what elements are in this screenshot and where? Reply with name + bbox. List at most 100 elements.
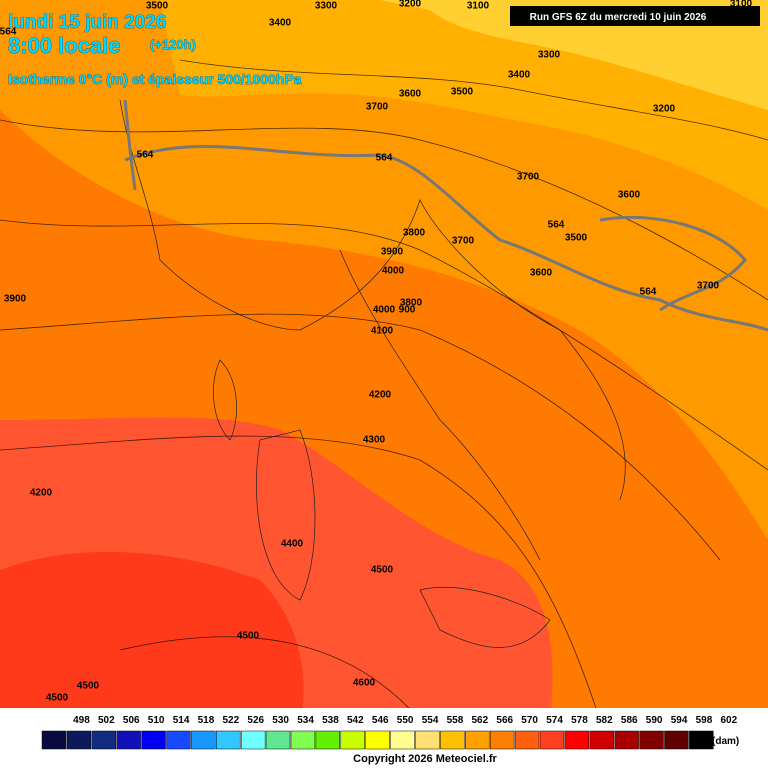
zone — [0, 0, 768, 540]
contour-label: 4300 — [363, 435, 386, 446]
legend-label: 498 — [73, 715, 90, 726]
contour-label: 900 — [399, 305, 416, 316]
contour-label: 3100 — [467, 1, 490, 12]
contours — [0, 59, 768, 721]
contour-label: 4600 — [353, 678, 376, 689]
contour-label: 3700 — [697, 281, 720, 292]
legend-swatch — [514, 730, 540, 750]
legend-label: 506 — [123, 715, 140, 726]
forecast-time: 8:00 locale — [8, 33, 121, 58]
contour-label: 4500 — [46, 693, 69, 704]
legend-label: 530 — [272, 715, 289, 726]
contour-label: 4200 — [30, 488, 53, 499]
contour-label: 3700 — [517, 172, 540, 183]
legend-swatch — [564, 730, 590, 750]
contour-label: 564 — [137, 150, 154, 161]
legend-label: 534 — [297, 715, 314, 726]
legend-label: 582 — [596, 715, 613, 726]
legend-swatch — [440, 730, 465, 750]
legend-label: 602 — [721, 715, 738, 726]
borders — [119, 99, 626, 648]
contour-label: 3400 — [269, 18, 292, 29]
contour-label: 4500 — [371, 565, 394, 576]
legend-swatch — [315, 730, 341, 750]
contour-label: 3700 — [366, 102, 389, 113]
legend-swatch — [290, 730, 316, 750]
legend-swatch — [539, 730, 565, 750]
contour-label: 564 — [548, 220, 565, 231]
contour-label: 564 — [376, 153, 393, 164]
legend-swatch — [340, 730, 365, 750]
legend-label: 562 — [472, 715, 489, 726]
contour-label: 3800 — [400, 298, 423, 309]
contour-label: 564 — [640, 287, 657, 298]
zone — [0, 551, 304, 720]
contour-label: 3800 — [403, 228, 426, 239]
legend-label: 510 — [148, 715, 165, 726]
legend-swatch — [415, 730, 440, 750]
contour-label: 4500 — [77, 681, 100, 692]
legend-label: 522 — [223, 715, 240, 726]
legend-label: 538 — [322, 715, 339, 726]
legend-swatch — [365, 730, 390, 750]
legend-label: 586 — [621, 715, 638, 726]
contour-label: 3300 — [538, 50, 561, 61]
copyright: Copyright 2026 Meteociel.fr — [353, 753, 497, 765]
contour-label: 3600 — [530, 268, 553, 279]
legend-label: 558 — [447, 715, 464, 726]
legend-swatch — [614, 730, 639, 750]
contour-label: 3500 — [565, 233, 588, 244]
legend-label: 546 — [372, 715, 389, 726]
legend-swatch — [664, 730, 689, 750]
legend-swatch — [66, 730, 92, 750]
legend-swatch — [689, 730, 714, 750]
legend-swatch — [465, 730, 490, 750]
contour-label: 4500 — [237, 631, 260, 642]
zone — [380, 0, 768, 110]
legend-swatch — [191, 730, 216, 750]
contour-label: 4000 — [382, 266, 405, 277]
legend-swatch — [91, 730, 116, 750]
legend-swatch — [141, 730, 166, 750]
legend-swatch — [41, 730, 67, 750]
contour-label: 3600 — [618, 190, 641, 201]
legend-swatch — [216, 730, 241, 750]
legend-swatch — [390, 730, 415, 750]
contour-label: 3400 — [508, 70, 531, 81]
legend-label: 550 — [397, 715, 414, 726]
legend-label: 578 — [571, 715, 588, 726]
legend-swatch — [166, 730, 191, 750]
contour-label: 4000 — [373, 305, 396, 316]
run-label: Run GFS 6Z du mercredi 10 juin 2026 — [530, 12, 707, 23]
contour-label: 3200 — [399, 0, 422, 10]
legend-label: 574 — [546, 715, 563, 726]
run-box — [510, 6, 760, 26]
legend-swatch — [489, 730, 515, 750]
legend-label: 598 — [696, 715, 713, 726]
contour-label: 3200 — [653, 104, 676, 115]
legend-label: 518 — [198, 715, 215, 726]
legend-swatch — [116, 730, 141, 750]
legend-label: 590 — [646, 715, 663, 726]
legend-label: 594 — [671, 715, 688, 726]
legend-swatch — [589, 730, 614, 750]
contour-label: 3300 — [315, 1, 338, 12]
forecast-date: lundi 15 juin 2026 — [8, 12, 166, 33]
lead-time: (+120h) — [150, 37, 196, 52]
legend-label: 554 — [422, 715, 439, 726]
contour-label: 4400 — [281, 539, 304, 550]
contour-label: 3900 — [381, 247, 404, 258]
legend-label: 566 — [496, 715, 513, 726]
legend-label: 542 — [347, 715, 364, 726]
legend-label: 526 — [247, 715, 264, 726]
contour-label: 3600 — [399, 89, 422, 100]
legend-unit: (dam) — [712, 736, 739, 747]
line-564 — [123, 99, 768, 332]
contour-label: 3700 — [452, 236, 475, 247]
contour-label: 3100 — [730, 0, 753, 10]
contour-label: 4100 — [371, 326, 394, 337]
legend-swatch — [639, 730, 664, 750]
legend-label: 570 — [521, 715, 538, 726]
